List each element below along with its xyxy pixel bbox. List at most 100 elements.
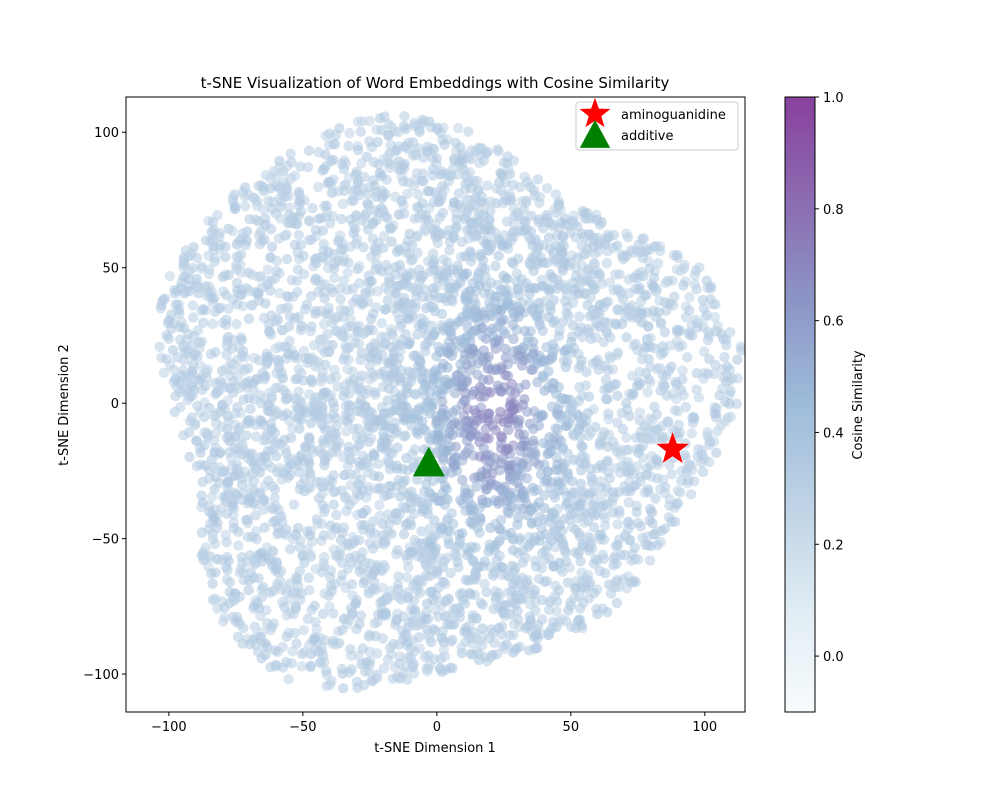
scatter-point bbox=[412, 329, 423, 340]
scatter-point bbox=[619, 549, 630, 561]
scatter-point bbox=[504, 188, 515, 200]
scatter-point bbox=[293, 229, 305, 241]
scatter-point bbox=[530, 630, 542, 641]
scatter-point bbox=[481, 483, 493, 495]
scatter-point bbox=[671, 336, 683, 347]
scatter-point bbox=[187, 300, 199, 311]
scatter-point bbox=[581, 366, 592, 378]
scatter-point bbox=[465, 430, 476, 442]
scatter-point bbox=[333, 186, 344, 197]
scatter-point bbox=[442, 494, 454, 505]
scatter-point bbox=[672, 497, 684, 509]
scatter-point bbox=[469, 419, 480, 430]
scatter-point bbox=[154, 341, 165, 352]
scatter-point bbox=[356, 385, 368, 396]
scatter-point bbox=[474, 451, 486, 462]
scatter-point bbox=[644, 377, 656, 388]
scatter-point bbox=[585, 292, 596, 303]
scatter-point bbox=[317, 225, 329, 236]
scatter-point bbox=[316, 372, 328, 383]
scatter-point bbox=[251, 374, 262, 386]
scatter-point bbox=[266, 425, 277, 436]
scatter-point bbox=[621, 332, 632, 343]
colorbar-gradient bbox=[784, 96, 816, 713]
scatter-point bbox=[269, 484, 281, 495]
scatter-point bbox=[536, 522, 547, 534]
scatter-point bbox=[333, 551, 344, 563]
scatter-point bbox=[506, 256, 518, 268]
scatter-point bbox=[649, 342, 660, 354]
scatter-point bbox=[507, 319, 519, 330]
scatter-point bbox=[206, 568, 217, 579]
scatter-point bbox=[494, 234, 505, 246]
scatter-point bbox=[207, 534, 219, 545]
scatter-point bbox=[582, 574, 593, 586]
scatter-point bbox=[504, 629, 515, 641]
scatter-point bbox=[261, 618, 273, 629]
scatter-point bbox=[538, 257, 549, 268]
scatter-point bbox=[356, 519, 367, 531]
chart-title: t-SNE Visualization of Word Embeddings w… bbox=[201, 74, 670, 92]
scatter-point bbox=[500, 369, 511, 381]
scatter-point bbox=[354, 260, 365, 272]
scatter-point bbox=[601, 257, 613, 269]
scatter-point bbox=[539, 554, 550, 565]
scatter-point bbox=[632, 554, 644, 565]
scatter-point bbox=[283, 202, 295, 213]
scatter-point bbox=[552, 459, 563, 470]
scatter-point bbox=[553, 433, 564, 444]
scatter-point bbox=[371, 669, 383, 680]
scatter-point bbox=[449, 611, 461, 623]
scatter-point bbox=[358, 328, 370, 340]
scatter-point bbox=[554, 325, 565, 336]
scatter-point bbox=[242, 514, 254, 525]
scatter-point bbox=[612, 304, 623, 315]
scatter-point bbox=[397, 279, 409, 290]
scatter-point bbox=[510, 562, 521, 573]
scatter-point bbox=[248, 192, 259, 204]
scatter-point bbox=[345, 214, 356, 225]
scatter-point bbox=[352, 144, 364, 156]
scatter-point bbox=[222, 478, 234, 489]
scatter-point bbox=[232, 288, 244, 299]
scatter-point bbox=[337, 311, 349, 323]
scatter-point bbox=[324, 572, 336, 583]
scatter-point bbox=[451, 214, 462, 225]
scatter-point bbox=[334, 230, 346, 241]
scatter-point bbox=[198, 550, 209, 561]
scatter-point bbox=[422, 185, 434, 197]
scatter-point bbox=[621, 398, 632, 409]
scatter-point bbox=[710, 412, 722, 423]
scatter-point bbox=[327, 286, 339, 298]
scatter-point bbox=[169, 284, 180, 296]
x-tick-label: 50 bbox=[563, 720, 580, 735]
scatter-point bbox=[238, 575, 250, 586]
scatter-point bbox=[239, 201, 251, 212]
scatter-point bbox=[402, 188, 413, 199]
scatter-point bbox=[617, 423, 629, 435]
scatter-point bbox=[243, 392, 255, 404]
scatter-point bbox=[386, 528, 397, 540]
scatter-point bbox=[323, 413, 335, 424]
scatter-point bbox=[652, 525, 663, 537]
scatter-point bbox=[649, 401, 660, 412]
scatter-point bbox=[158, 367, 170, 379]
scatter-point bbox=[292, 574, 303, 585]
scatter-point bbox=[559, 458, 571, 470]
scatter-point bbox=[373, 458, 384, 469]
scatter-point bbox=[283, 190, 294, 202]
scatter-point bbox=[700, 312, 711, 323]
scatter-point bbox=[191, 460, 202, 472]
scatter-point bbox=[318, 478, 329, 489]
scatter-point bbox=[570, 262, 582, 274]
scatter-point bbox=[704, 439, 715, 451]
scatter-point bbox=[465, 648, 477, 659]
scatter-point bbox=[719, 351, 730, 363]
scatter-point bbox=[675, 475, 687, 486]
scatter-point bbox=[546, 623, 558, 634]
scatter-point bbox=[190, 418, 201, 429]
scatter-point bbox=[548, 317, 559, 329]
scatter-point bbox=[170, 373, 181, 384]
scatter-point bbox=[340, 158, 352, 169]
scatter-point bbox=[340, 582, 351, 594]
